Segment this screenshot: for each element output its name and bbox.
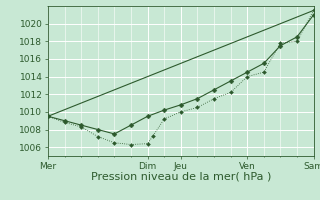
- X-axis label: Pression niveau de la mer( hPa ): Pression niveau de la mer( hPa ): [91, 172, 271, 182]
